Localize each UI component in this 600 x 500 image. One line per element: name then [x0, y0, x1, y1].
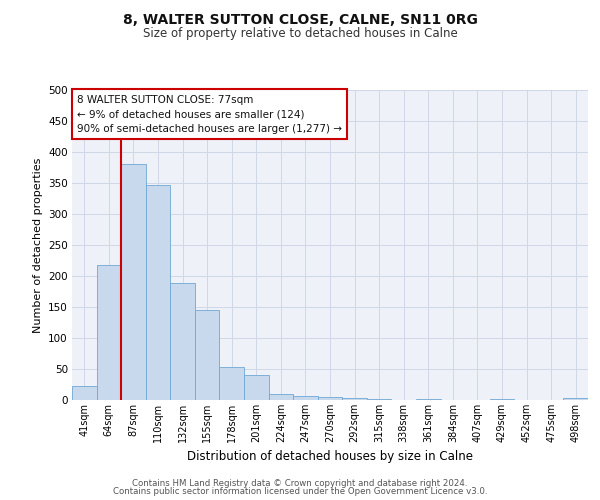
Bar: [121, 164, 146, 400]
Text: 8, WALTER SUTTON CLOSE, CALNE, SN11 0RG: 8, WALTER SUTTON CLOSE, CALNE, SN11 0RG: [122, 12, 478, 26]
Bar: [244, 375, 269, 400]
Bar: [220, 367, 244, 400]
Text: 8 WALTER SUTTON CLOSE: 77sqm
← 9% of detached houses are smaller (124)
90% of se: 8 WALTER SUTTON CLOSE: 77sqm ← 9% of det…: [77, 94, 342, 134]
Text: Contains HM Land Registry data © Crown copyright and database right 2024.: Contains HM Land Registry data © Crown c…: [132, 478, 468, 488]
Bar: [146, 185, 170, 400]
Bar: [318, 397, 342, 400]
Bar: [269, 394, 293, 400]
Text: Contains public sector information licensed under the Open Government Licence v3: Contains public sector information licen…: [113, 487, 487, 496]
Bar: [72, 386, 97, 400]
Y-axis label: Number of detached properties: Number of detached properties: [32, 158, 43, 332]
Bar: [342, 398, 367, 400]
Bar: [293, 396, 318, 400]
Bar: [195, 310, 220, 400]
Bar: [97, 265, 121, 400]
X-axis label: Distribution of detached houses by size in Calne: Distribution of detached houses by size …: [187, 450, 473, 464]
Bar: [170, 284, 195, 400]
Bar: [563, 398, 588, 400]
Text: Size of property relative to detached houses in Calne: Size of property relative to detached ho…: [143, 28, 457, 40]
